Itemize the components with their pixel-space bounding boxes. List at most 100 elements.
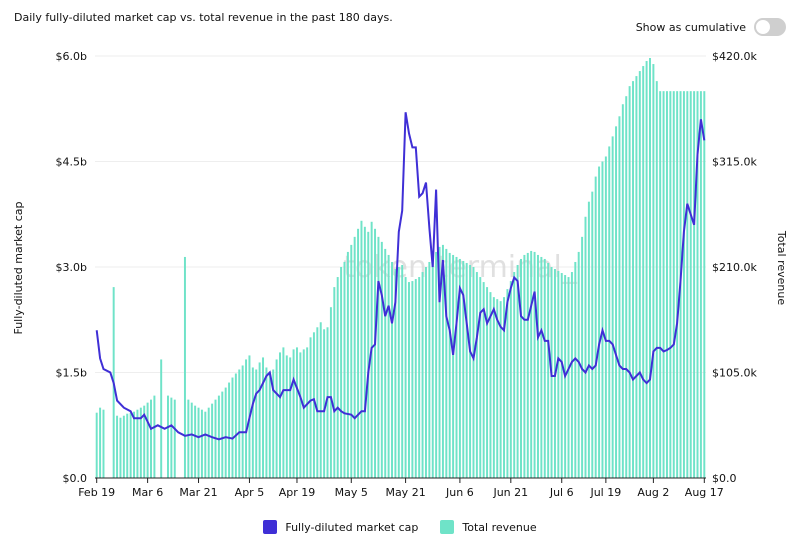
revenue-bar [540,256,543,478]
left-axis-label: Fully-diluted market cap [12,201,25,334]
revenue-bar [632,81,635,478]
revenue-bar [441,244,444,478]
revenue-bar [458,258,461,478]
revenue-bar [509,281,512,478]
revenue-bar [659,91,662,479]
revenue-bar [295,347,298,478]
revenue-bar [655,81,658,478]
revenue-bar [312,332,315,478]
revenue-bar [363,226,366,478]
revenue-bar [221,391,224,478]
revenue-bar [326,327,329,478]
revenue-bar [391,261,393,478]
revenue-bar [475,272,478,478]
x-tick-label: Feb 19 [78,486,115,499]
revenue-bar [153,395,156,478]
revenue-bar [496,299,499,478]
revenue-bar [380,241,383,478]
revenue-bar [513,272,516,478]
revenue-bar [122,415,125,478]
revenue-bar [649,58,651,479]
toggle-knob [756,20,770,34]
cumulative-toggle-label: Show as cumulative [635,20,746,34]
revenue-bar [642,66,645,479]
revenue-bar [394,269,397,478]
revenue-bar [150,399,152,478]
revenue-bar [645,61,648,479]
revenue-bar [424,267,427,478]
revenue-bar [384,248,387,478]
revenue-bar [574,261,577,478]
revenue-bar [102,409,105,478]
revenue-bar [672,91,675,479]
x-tick-label: Jul 19 [589,486,621,499]
revenue-bar [676,91,679,479]
cumulative-toggle[interactable] [754,18,786,36]
x-tick-label: May 21 [385,486,425,499]
legend-market-cap-swatch [263,520,278,534]
revenue-bar [696,91,699,479]
revenue-bar [228,382,231,478]
revenue-bar [594,176,597,479]
revenue-bar [279,352,281,478]
revenue-bar [173,399,176,478]
legend-market-cap[interactable]: Fully-diluted market cap [263,520,418,534]
revenue-bar [136,409,139,478]
revenue-bar [462,260,465,478]
revenue-bar [557,271,560,478]
revenue-bar [224,387,227,478]
revenue-bar [587,201,590,478]
revenue-bar [577,251,580,478]
legend-revenue[interactable]: Total revenue [440,520,537,534]
revenue-bar [570,272,573,478]
revenue-bar [689,91,692,479]
revenue-bar [530,250,533,478]
revenue-bar [652,64,655,479]
revenue-bar [367,231,370,478]
revenue-bar [211,403,214,478]
revenue-bar [452,254,455,478]
revenue-bar [499,301,502,478]
x-tick-label: Jun 6 [445,486,474,499]
revenue-bar [591,191,594,478]
revenue-bar [621,104,624,478]
revenue-bar [618,116,621,479]
revenue-bar [526,252,529,478]
legend-market-cap-label: Fully-diluted market cap [285,520,419,534]
revenue-bar [428,261,431,478]
revenue-bar [143,405,146,478]
revenue-bar [302,349,305,478]
revenue-bar [387,254,390,478]
revenue-bar [374,228,377,478]
revenue-bar [693,91,696,479]
revenue-bar [699,91,702,479]
revenue-bar [584,216,587,478]
revenue-bar [234,373,237,478]
left-tick-label: $3.0b [56,261,87,274]
revenue-bar [265,367,268,478]
revenue-bar [635,76,638,478]
revenue-bar [139,407,142,478]
revenue-bar [116,415,119,478]
revenue-bar [329,307,332,478]
x-tick-label: May 5 [335,486,368,499]
revenue-bar [268,372,271,478]
revenue-bar [435,251,438,478]
revenue-bar [506,289,509,478]
left-tick-label: $1.5b [56,367,87,380]
left-tick-label: $4.5b [56,156,87,169]
revenue-bar [472,267,475,478]
revenue-bar [166,395,169,478]
revenue-bar [343,261,346,478]
right-axis-label: Total revenue [775,230,788,305]
revenue-bar [560,273,563,478]
revenue-bar [207,407,210,478]
revenue-bar [350,244,353,478]
revenue-bar [520,258,522,478]
revenue-bar [411,281,414,478]
revenue-bar [146,402,149,478]
revenue-bar [492,297,495,478]
revenue-bar [611,136,614,478]
legend: Fully-diluted market cap Total revenue [0,520,800,534]
